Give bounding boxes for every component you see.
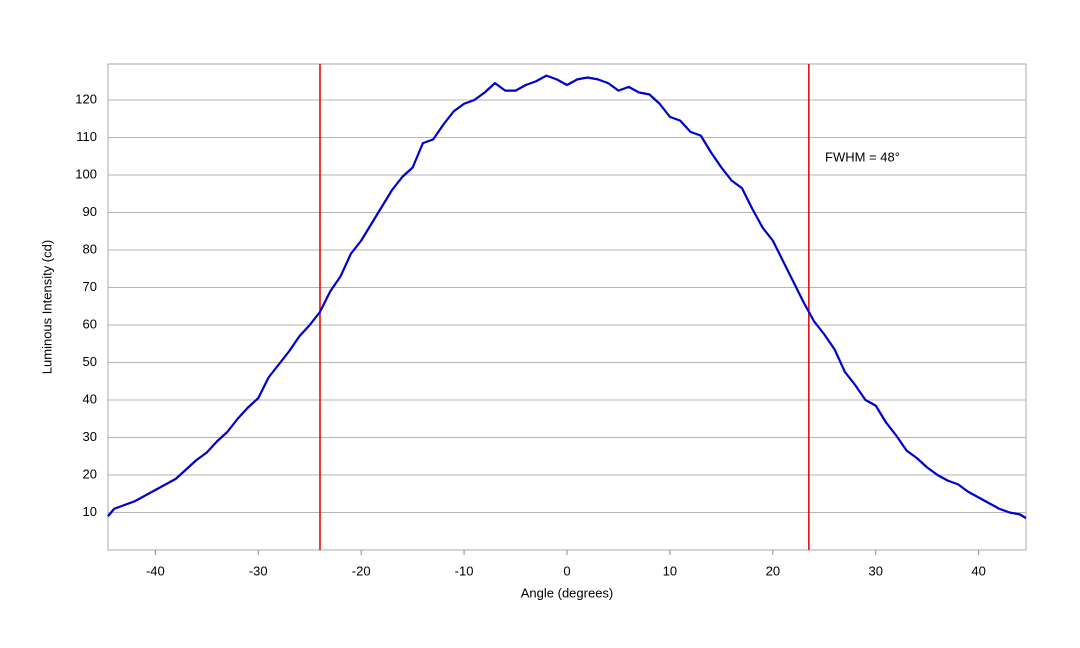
x-tick-label: 10: [663, 563, 677, 578]
y-tick-label: 80: [83, 241, 97, 256]
y-tick-label: 30: [83, 429, 97, 444]
y-tick-label: 40: [83, 391, 97, 406]
x-tick-label: -40: [146, 563, 165, 578]
y-tick-label: 70: [83, 279, 97, 294]
data-line: [107, 74, 1027, 520]
x-axis-label: Angle (degrees): [521, 585, 614, 600]
x-tick-label: 0: [563, 563, 570, 578]
y-tick-label: 110: [76, 129, 97, 144]
y-tick-label: 90: [83, 204, 97, 219]
y-tick-label: 50: [83, 354, 97, 369]
y-axis-label: Luminous Intensity (cd): [39, 240, 54, 374]
annotation: FWHM = 48°: [825, 149, 900, 164]
x-tick-label: 40: [971, 563, 985, 578]
y-tick-label: 60: [83, 316, 97, 331]
x-tick-label: -10: [455, 563, 474, 578]
y-tick-label: 10: [83, 504, 97, 519]
y-tick-label: 100: [75, 166, 97, 181]
x-tick-label: -20: [352, 563, 371, 578]
x-tick-label: 30: [869, 563, 883, 578]
x-tick-label: 20: [766, 563, 780, 578]
y-tick-label: 120: [75, 91, 97, 106]
x-tick-label: -30: [249, 563, 268, 578]
plot-area: [107, 63, 1027, 551]
y-tick-label: 20: [83, 466, 97, 481]
